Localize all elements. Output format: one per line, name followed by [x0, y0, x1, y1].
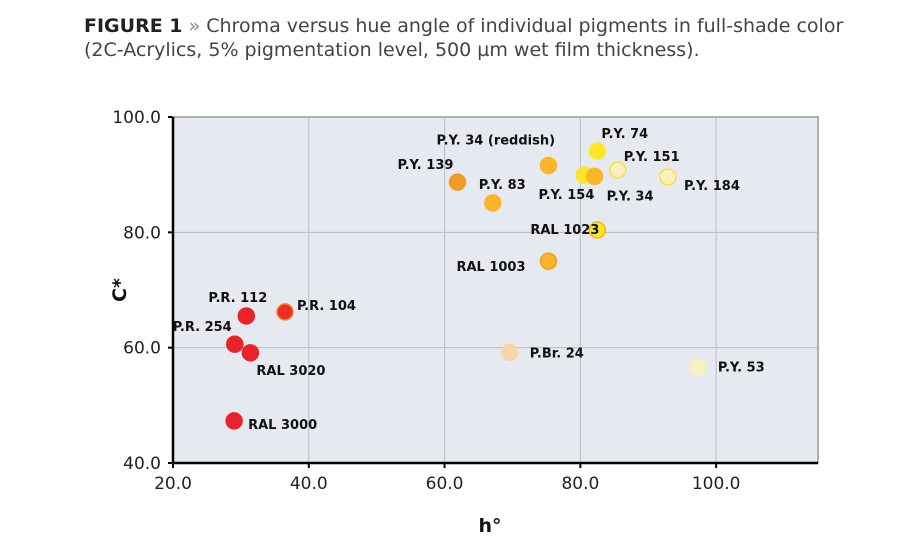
data-point	[225, 412, 243, 430]
data-point	[659, 168, 677, 186]
data-point	[588, 221, 607, 239]
point-label: P.Y. 151	[624, 150, 680, 165]
point-label: P.Y. 34	[607, 189, 654, 204]
caption-text: Chroma versus hue angle of individual pi…	[84, 15, 844, 61]
figure-number: FIGURE 1	[84, 15, 183, 37]
point-label: RAL 1023	[530, 223, 599, 238]
data-point	[501, 343, 519, 362]
y-tick-label: 40.0	[123, 454, 161, 474]
y-tick-label: 100.0	[112, 108, 161, 128]
point-label: P.Y. 83	[479, 178, 526, 193]
x-tick-label: 20.0	[154, 474, 192, 494]
y-axis-title: C*	[109, 278, 131, 302]
x-tick-label: 100.0	[692, 474, 741, 494]
point-label: P.Y. 34 (reddish)	[436, 133, 555, 148]
data-point	[585, 167, 604, 186]
y-tick-label: 80.0	[123, 223, 161, 243]
point-label: P.R. 104	[297, 299, 356, 314]
data-point	[588, 142, 607, 160]
data-point	[237, 307, 256, 325]
point-label: P.Y. 53	[718, 360, 765, 375]
point-label: P.Y. 74	[601, 127, 648, 142]
x-tick-label: 60.0	[426, 474, 464, 494]
point-label: P.Y. 184	[684, 179, 740, 194]
caption-separator: »	[188, 15, 201, 37]
data-point	[484, 194, 502, 212]
point-label: P.Br. 24	[530, 346, 584, 361]
data-point	[276, 303, 294, 321]
data-point	[689, 358, 707, 377]
point-label: RAL 3000	[248, 418, 317, 433]
y-tick-label: 60.0	[123, 339, 161, 359]
data-point	[241, 344, 260, 362]
point-label: P.Y. 154	[538, 188, 594, 203]
x-tick-label: 80.0	[561, 474, 599, 494]
point-label: RAL 3020	[256, 364, 325, 379]
plot-area	[173, 117, 818, 463]
data-point	[448, 173, 467, 191]
point-label: P.R. 112	[208, 291, 267, 306]
x-axis-title: h°	[478, 515, 501, 537]
data-point	[608, 161, 627, 179]
data-point	[226, 335, 244, 353]
x-tick-label: 40.0	[290, 474, 328, 494]
figure-caption: FIGURE 1 » Chroma versus hue angle of in…	[84, 14, 884, 62]
data-point	[539, 156, 558, 175]
point-label: RAL 1003	[456, 260, 525, 275]
point-label: P.Y. 139	[397, 158, 453, 173]
point-label: P.R. 254	[173, 320, 232, 335]
data-point	[539, 252, 558, 270]
